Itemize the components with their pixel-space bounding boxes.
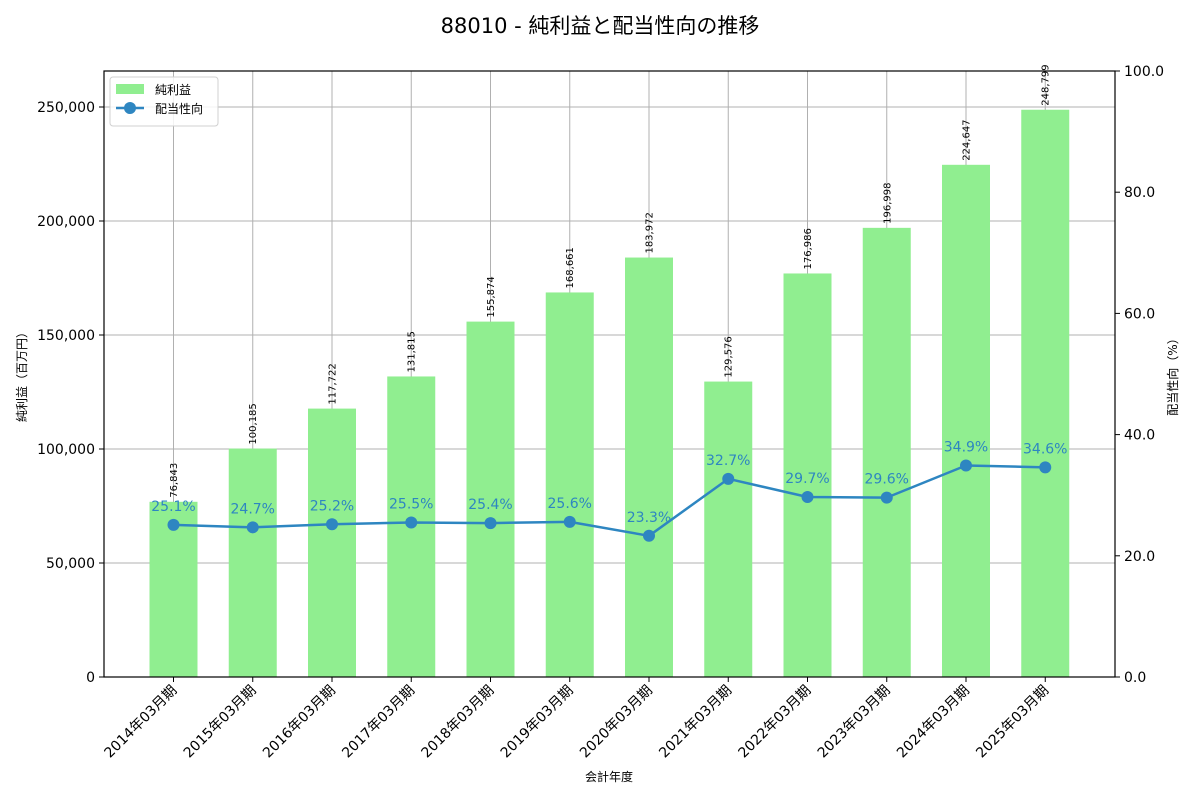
x-tick-label: 2014年03月期 — [102, 683, 181, 762]
data-point-marker — [643, 529, 655, 542]
payout-ratio-label: 25.1% — [151, 499, 195, 515]
x-tick-label: 2022年03月期 — [736, 683, 815, 762]
y2-tick-label: 60.0 — [1124, 306, 1155, 322]
data-point-marker — [722, 472, 735, 485]
bar — [942, 164, 990, 677]
x-tick-label: 2024年03月期 — [894, 683, 973, 762]
data-point-marker — [801, 491, 814, 504]
x-tick-label: 2017年03月期 — [339, 683, 418, 762]
y-tick-label: 150,000 — [37, 328, 95, 344]
y2-tick-label: 80.0 — [1124, 185, 1155, 201]
y-tick-label: 100,000 — [37, 442, 95, 458]
bar-value-label: 196,998 — [882, 182, 893, 223]
payout-ratio-line — [173, 464, 1046, 538]
bar — [228, 448, 277, 677]
bar — [545, 292, 594, 677]
y2-tick-label: 0.0 — [1124, 670, 1146, 686]
x-tick-label: 2023年03月期 — [815, 683, 894, 762]
payout-ratio-label: 25.2% — [310, 498, 354, 514]
data-point-marker — [880, 491, 893, 504]
x-tick-label: 2016年03月期 — [260, 683, 339, 762]
bar-value-label: 131,815 — [407, 331, 418, 372]
bar-value-label: 168,661 — [565, 247, 576, 288]
bar-value-label: 117,722 — [328, 363, 339, 404]
bar — [862, 227, 911, 678]
payout-ratio-label: 34.6% — [1023, 441, 1067, 457]
y2-tick-label: 100.0 — [1124, 64, 1164, 80]
y2-tick-label: 40.0 — [1124, 428, 1155, 444]
line-series-payout-ratio: 25.1% 24.7% 25.2% 25.5% 25.4% 25.6% 23.3% 32.7%… — [151, 440, 1067, 542]
data-point-marker — [405, 516, 418, 529]
x-tick-label: 2019年03月期 — [498, 683, 577, 762]
bar-series-net-income — [149, 109, 1070, 678]
data-point-marker — [246, 521, 259, 534]
payout-ratio-label: 24.7% — [231, 501, 275, 517]
legend-marker-icon — [124, 102, 136, 114]
payout-ratio-label: 23.3% — [627, 510, 671, 526]
bar-value-label: 224,647 — [962, 119, 973, 160]
x-tick-label: 2015年03月期 — [181, 683, 260, 762]
bar-value-label: 248,799 — [1041, 64, 1052, 105]
bar-value-label: 129,576 — [724, 336, 735, 377]
legend-label-payout-ratio: 配当性向 — [155, 101, 203, 116]
legend-label-net-income: 純利益 — [155, 83, 191, 97]
payout-ratio-label: 34.9% — [944, 440, 988, 456]
bar — [625, 257, 673, 677]
payout-ratio-label: 32.7% — [706, 453, 750, 469]
data-point-marker — [326, 518, 338, 531]
bar-value-label: 155,874 — [486, 276, 497, 317]
bar-value-label: 176,986 — [803, 228, 814, 269]
payout-ratio-label: 25.4% — [468, 497, 512, 513]
bar — [1021, 109, 1070, 678]
y-axis-label: 純利益（百万円） — [15, 326, 29, 422]
y-tick-label: 250,000 — [37, 100, 95, 116]
x-axis-label: 会計年度 — [585, 769, 633, 784]
bar-value-label: 76,843 — [169, 463, 180, 498]
payout-ratio-label: 25.6% — [548, 496, 592, 512]
bar-value-label: 183,972 — [645, 212, 656, 253]
plot-frame — [103, 70, 1116, 678]
payout-ratio-label: 25.5% — [389, 496, 433, 512]
bar-value-labels: 76,843 100,185 117,722 131,815 155,874 168,66… — [169, 64, 1052, 497]
data-point-marker — [960, 459, 972, 472]
data-point-marker — [484, 517, 497, 530]
y-tick-label: 0 — [86, 670, 95, 686]
y-tick-label: 50,000 — [46, 556, 95, 572]
legend-swatch-bar — [116, 84, 144, 94]
bar — [704, 381, 753, 677]
data-point-marker — [1039, 461, 1052, 474]
y-tick-label: 200,000 — [37, 214, 95, 230]
x-tick-label: 2025年03月期 — [973, 683, 1052, 762]
bar-value-label: 100,185 — [248, 403, 259, 444]
bar — [308, 408, 356, 677]
y2-axis-label: 配当性向（%） — [1165, 332, 1180, 415]
bar — [149, 501, 198, 677]
data-point-marker — [167, 518, 180, 531]
data-point-marker — [563, 515, 576, 528]
y2-tick-label: 20.0 — [1124, 549, 1155, 565]
payout-ratio-label: 29.7% — [785, 471, 829, 487]
chart-title: 88010 - 純利益と配当性向の推移 — [440, 14, 760, 38]
payout-ratio-label: 29.6% — [865, 472, 909, 488]
x-tick-label: 2018年03月期 — [419, 683, 498, 762]
x-tick-label: 2020年03月期 — [577, 683, 656, 762]
x-tick-label: 2021年03月期 — [656, 683, 735, 762]
bar — [466, 321, 515, 677]
bar — [783, 273, 832, 677]
